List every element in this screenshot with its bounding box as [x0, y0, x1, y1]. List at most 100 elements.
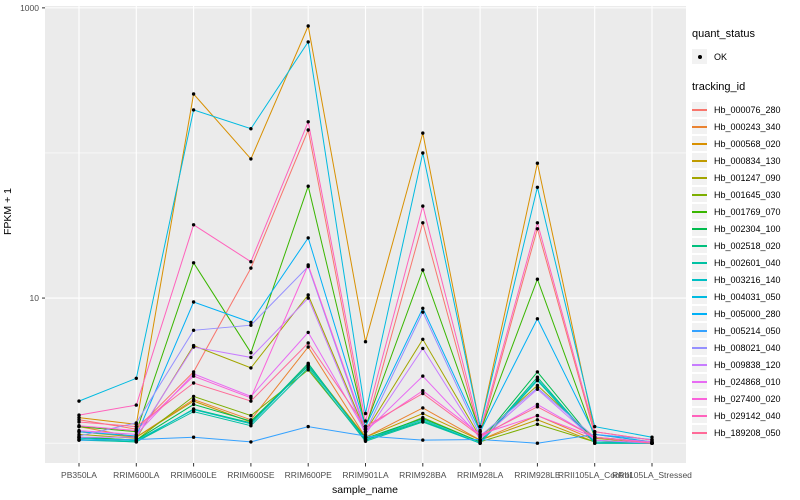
data-point [421, 131, 425, 135]
legend-entry-tracking-id: Hb_024868_010 [692, 373, 798, 390]
data-point [535, 418, 540, 422]
data-point [249, 266, 253, 270]
series-color-line-icon [692, 346, 707, 349]
data-point [134, 376, 138, 380]
legend-entry-tracking-id: Hb_004031_050 [692, 288, 798, 305]
data-point [421, 346, 425, 351]
data-point [77, 435, 81, 439]
legend-key [692, 221, 707, 236]
data-point [306, 296, 310, 300]
data-point [306, 424, 310, 429]
data-point [478, 428, 482, 433]
legend-entry-label: Hb_000243_340 [714, 121, 781, 132]
legend-entry-tracking-id: Hb_189208_050 [692, 424, 798, 441]
data-point [77, 399, 81, 403]
legend-entry-tracking-id: Hb_000834_130 [692, 152, 798, 169]
data-point [363, 411, 368, 416]
data-point [535, 370, 540, 374]
series-color-line-icon [692, 244, 707, 247]
data-point [535, 405, 540, 409]
x-tick-label: RRIM600SE [227, 470, 275, 480]
legend-entry-label: Hb_009838_120 [714, 359, 781, 370]
data-point [363, 427, 368, 431]
data-point [249, 396, 253, 400]
data-point [306, 128, 310, 132]
data-point [421, 391, 425, 396]
series-color-line-icon [692, 295, 707, 298]
data-point [535, 422, 540, 426]
legend-key [692, 238, 707, 253]
legend-panel: quant_status OK tracking_id Hb_000076_280 Hb… [692, 28, 798, 441]
data-point [535, 441, 540, 445]
legend-key [692, 119, 707, 134]
data-point [191, 108, 196, 112]
legend-entry-tracking-id: Hb_009838_120 [692, 356, 798, 373]
series-color-line-icon [692, 363, 707, 366]
data-point [249, 440, 253, 444]
series-color-line-icon [692, 193, 707, 196]
data-point [77, 428, 81, 433]
data-point [249, 413, 253, 418]
legend-entry-label: Hb_005214_050 [714, 325, 781, 336]
legend-entry-tracking-id: Hb_001645_030 [692, 186, 798, 203]
y-axis-title: FPKM + 1 [2, 188, 14, 235]
data-point [77, 438, 81, 442]
data-point [363, 424, 368, 429]
legend-entry-label: Hb_001769_070 [714, 206, 781, 217]
series-color-line-icon [692, 278, 707, 281]
data-point [421, 418, 425, 422]
data-point [191, 223, 196, 227]
x-tick-label: RRII105LA_Stressed [612, 470, 692, 480]
legend-entry-label: Hb_027400_020 [714, 393, 781, 404]
data-point [77, 420, 81, 424]
data-point [306, 330, 310, 335]
data-point [191, 408, 196, 412]
data-point [535, 317, 540, 321]
data-point [593, 435, 597, 439]
data-point [421, 310, 425, 314]
y-tick-label: 10 [30, 293, 40, 303]
data-point [134, 432, 138, 437]
legend-key [692, 102, 707, 117]
x-axis-title: sample_name [332, 484, 398, 496]
data-point [535, 185, 540, 189]
legend-entry-tracking-id: Hb_027400_020 [692, 390, 798, 407]
data-point [77, 413, 81, 417]
legend-entry-tracking-id: Hb_002601_040 [692, 254, 798, 271]
data-point [363, 432, 368, 437]
series-color-line-icon [692, 125, 707, 128]
data-point [421, 411, 425, 416]
data-point [306, 341, 310, 345]
data-point [134, 435, 138, 439]
data-point [535, 413, 540, 418]
legend-entry-tracking-id: Hb_000568_020 [692, 135, 798, 152]
data-point [421, 406, 425, 410]
legend-entry-label: Hb_002601_040 [714, 257, 781, 268]
data-point [363, 430, 368, 434]
data-point [77, 424, 81, 428]
legend-key [692, 289, 707, 304]
legend-entry-label: Hb_005000_280 [714, 308, 781, 319]
data-point [478, 441, 482, 445]
series-color-line-icon [692, 312, 707, 315]
data-point [191, 381, 196, 385]
data-point [421, 151, 425, 155]
data-point [363, 437, 368, 442]
data-point [249, 127, 253, 131]
series-color-line-icon [692, 227, 707, 230]
data-point [191, 328, 196, 332]
data-point [306, 366, 310, 370]
data-point [306, 345, 310, 349]
data-point [478, 424, 482, 429]
legend-entry-tracking-id: Hb_002304_100 [692, 220, 798, 237]
series-color-line-icon [692, 142, 707, 145]
data-point [306, 263, 310, 267]
data-point [535, 402, 540, 407]
data-point [191, 394, 196, 399]
legend-entry-tracking-id: Hb_008021_040 [692, 339, 798, 356]
data-point [306, 293, 310, 297]
legend-key [692, 357, 707, 372]
legend-entry-tracking-id: Hb_001769_070 [692, 203, 798, 220]
data-point [249, 320, 253, 325]
